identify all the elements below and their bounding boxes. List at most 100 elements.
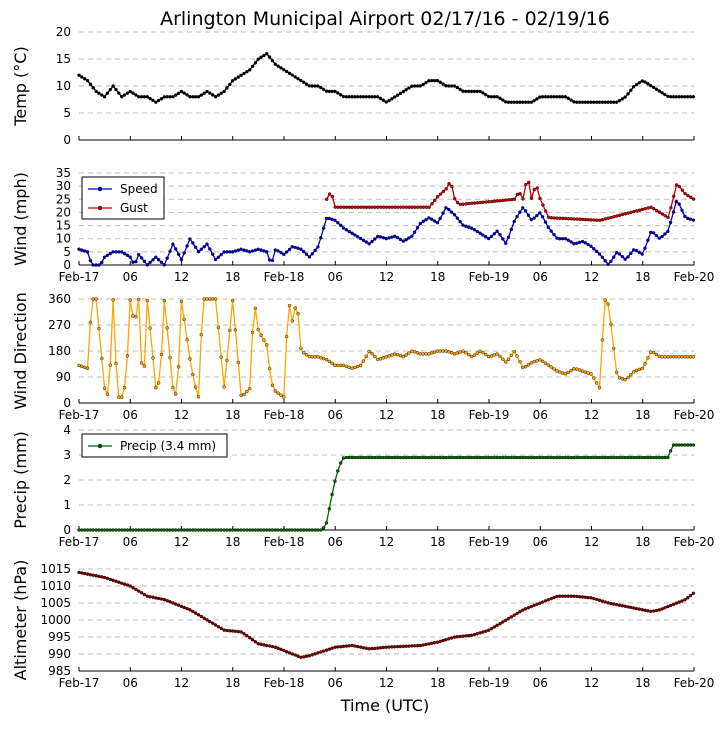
data-point [259, 333, 263, 337]
data-point [307, 255, 312, 259]
data-point [418, 205, 423, 209]
data-point [333, 363, 337, 367]
data-point [586, 455, 590, 460]
data-point [213, 257, 218, 262]
data-point [262, 338, 266, 342]
data-point [558, 236, 562, 241]
data-point [154, 255, 158, 259]
data-point [128, 298, 132, 302]
data-point [290, 652, 294, 656]
y-tick-label: 0 [63, 258, 71, 272]
data-point [449, 84, 454, 88]
data-point [472, 227, 477, 232]
data-point [467, 201, 471, 206]
data-point [296, 76, 300, 81]
data-point [156, 258, 161, 262]
data-point [342, 205, 346, 209]
data-point [373, 95, 377, 99]
data-point [677, 95, 681, 99]
data-point [387, 354, 391, 358]
data-point [296, 246, 300, 251]
data-point [461, 223, 465, 227]
data-point [523, 455, 528, 460]
data-point [597, 455, 602, 460]
data-point [341, 94, 346, 99]
data-point [350, 205, 354, 209]
data-point [486, 94, 491, 99]
data-point [77, 73, 81, 77]
data-point [390, 205, 394, 209]
data-point [609, 455, 613, 460]
data-point [233, 629, 238, 633]
x-tick-label: 18 [430, 270, 445, 284]
x-tick-label: Feb-19 [469, 676, 510, 690]
data-point [176, 91, 181, 96]
data-point [655, 208, 659, 213]
data-point [77, 247, 81, 251]
data-point [455, 351, 459, 355]
data-point [381, 98, 385, 102]
data-point [467, 89, 471, 94]
data-point [162, 298, 167, 303]
data-point [453, 196, 457, 201]
data-point [270, 528, 275, 532]
data-point [660, 607, 664, 611]
data-point [267, 528, 272, 532]
data-point [108, 363, 113, 367]
x-tick-label: Feb-18 [264, 535, 305, 549]
data-point [597, 252, 602, 256]
data-point [114, 528, 118, 532]
data-point [333, 205, 337, 209]
data-point [447, 637, 451, 641]
data-point [449, 210, 454, 214]
data-point [415, 84, 420, 88]
data-point [350, 366, 354, 370]
data-point [512, 455, 516, 460]
data-point [381, 645, 385, 650]
data-point [279, 528, 283, 532]
data-point [233, 528, 238, 532]
data-point [256, 327, 260, 332]
data-point [532, 187, 536, 192]
x-tick-label: 18 [635, 535, 650, 549]
data-point [162, 528, 167, 532]
data-point [617, 98, 622, 103]
data-point [105, 528, 110, 532]
data-point [691, 591, 696, 595]
data-point [575, 100, 579, 104]
data-point [663, 455, 667, 460]
data-point [566, 594, 570, 598]
data-point [134, 259, 138, 264]
data-point [415, 455, 420, 460]
data-point [512, 100, 516, 104]
data-point [555, 594, 559, 599]
data-point [577, 240, 582, 245]
data-point [361, 646, 366, 650]
data-point [216, 255, 221, 259]
x-tick-label: 18 [430, 408, 445, 422]
data-point [410, 205, 414, 209]
data-point [569, 240, 573, 244]
data-point [421, 455, 425, 460]
legend-entry: Speed [120, 182, 158, 196]
data-point [680, 355, 684, 359]
data-point [80, 528, 84, 532]
y-tick-label: 25 [56, 192, 71, 206]
data-point [85, 528, 90, 532]
data-point [370, 455, 374, 460]
data-point [560, 95, 565, 99]
data-point [165, 95, 169, 99]
data-point [168, 356, 172, 360]
data-point [230, 79, 235, 83]
series-line-temp [78, 52, 694, 103]
data-point [518, 610, 522, 614]
data-point [102, 95, 107, 99]
data-point [552, 232, 556, 237]
data-point [535, 359, 539, 363]
data-point [356, 235, 360, 239]
data-point [623, 212, 628, 216]
data-point [430, 78, 434, 83]
y-tick-label: 1015 [40, 562, 71, 576]
data-point [424, 217, 428, 222]
data-point [575, 455, 579, 460]
